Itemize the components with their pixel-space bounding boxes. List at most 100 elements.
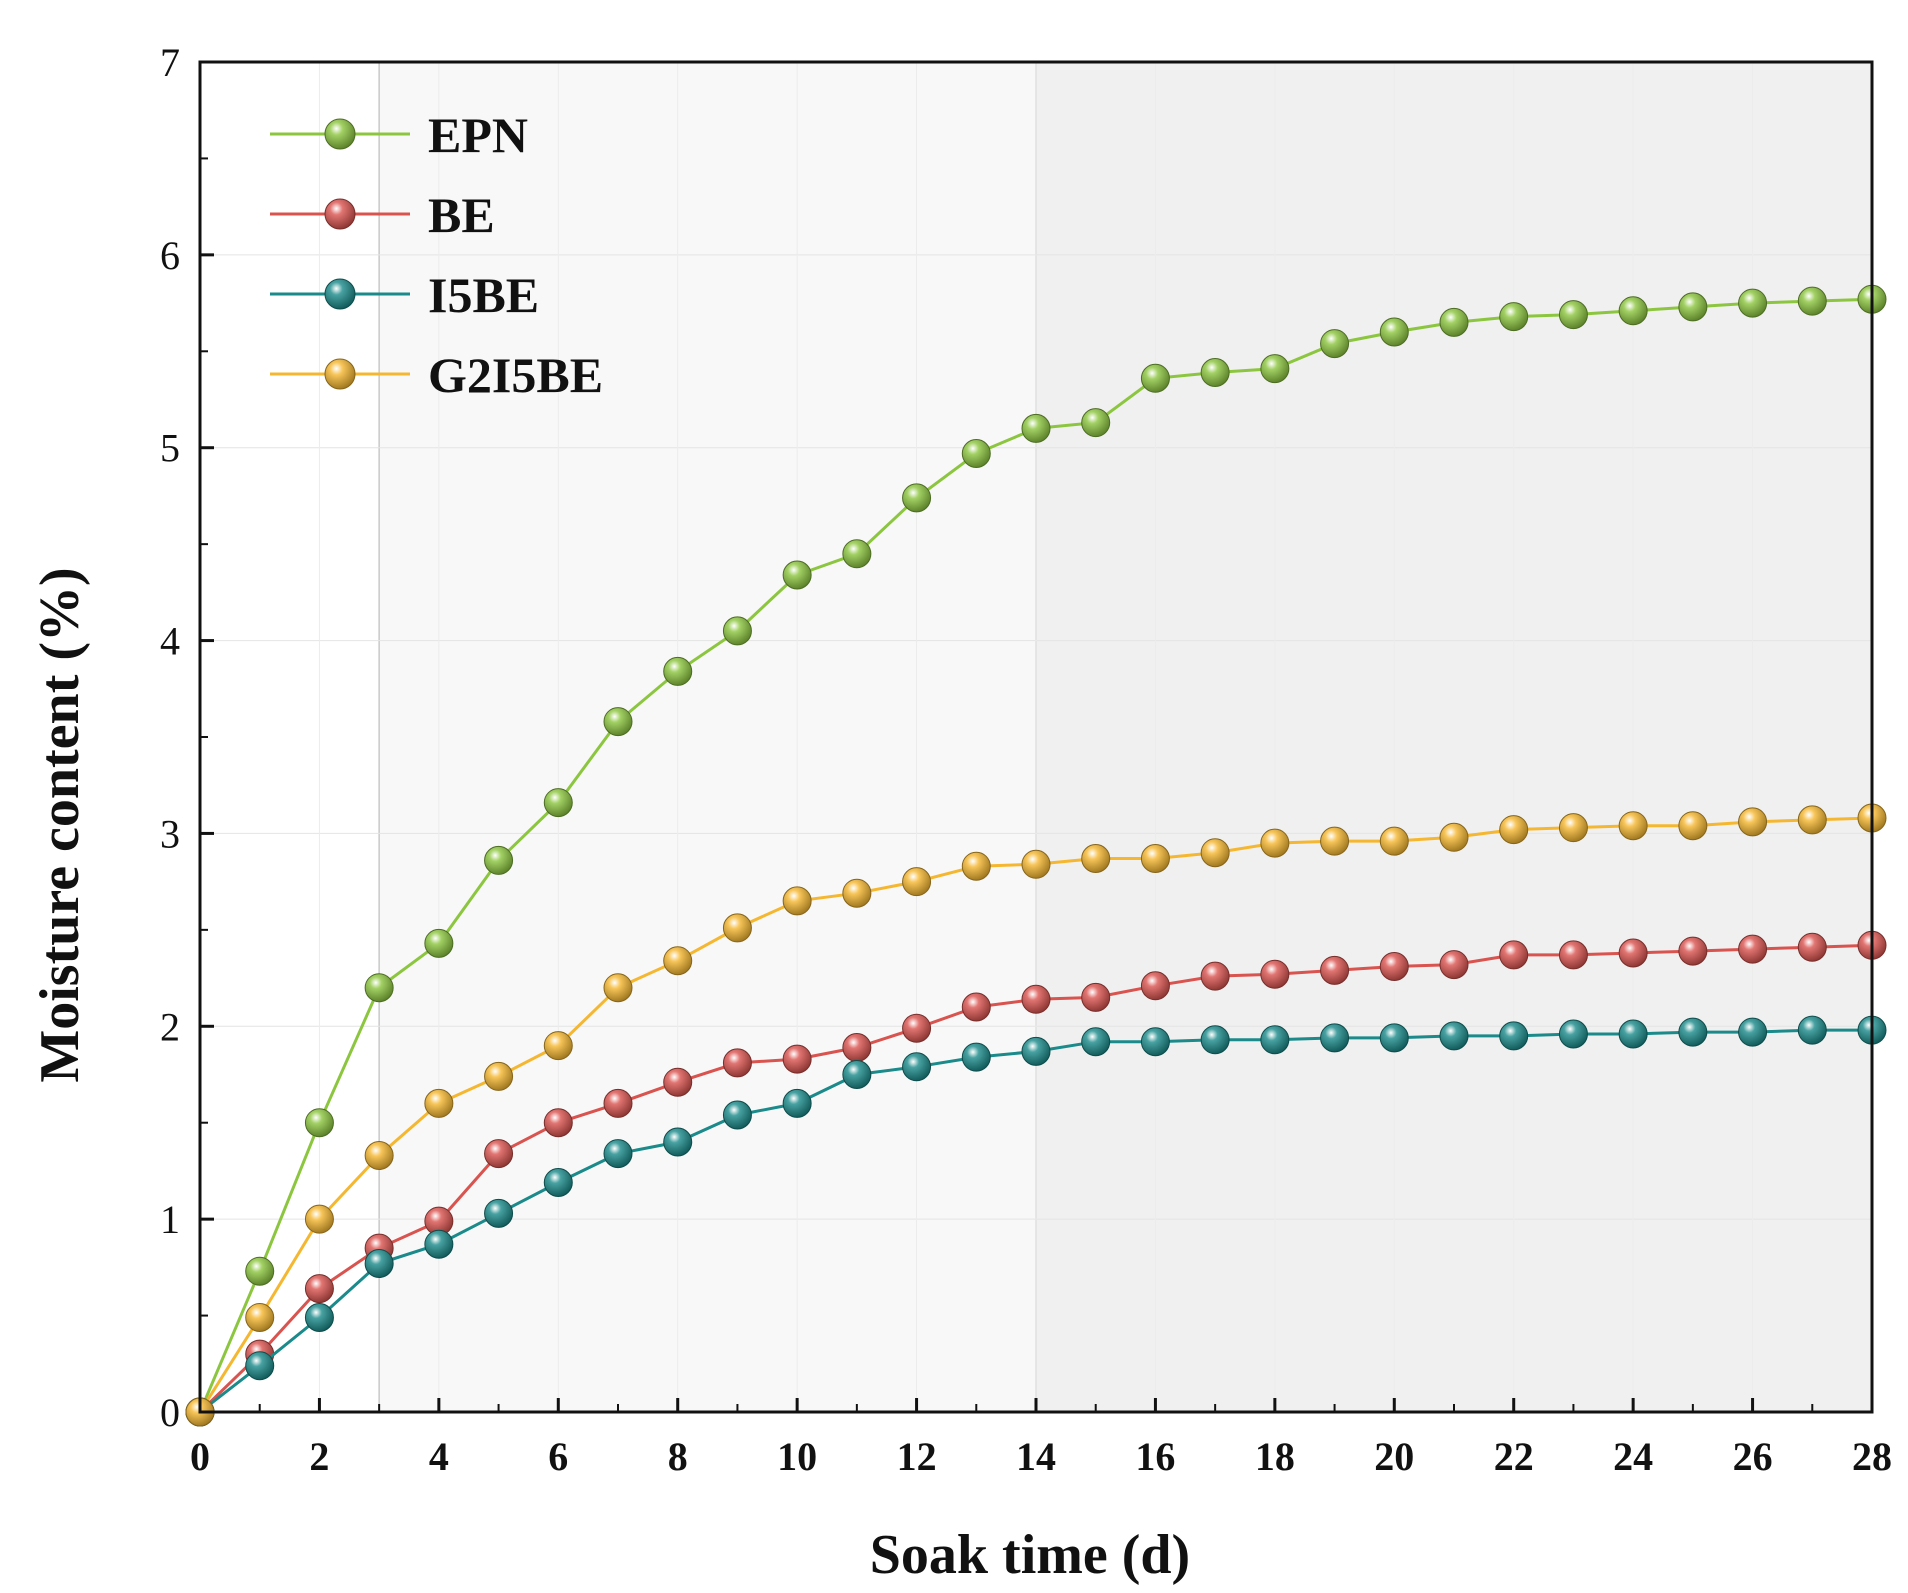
data-point — [1140, 971, 1170, 1001]
data-point — [484, 1061, 514, 1091]
data-point — [1439, 950, 1469, 980]
series-i5be — [185, 1015, 1887, 1427]
data-point — [1558, 813, 1588, 843]
legend-marker — [324, 198, 356, 230]
x-tick-label: 10 — [777, 1434, 817, 1479]
data-point — [663, 1127, 693, 1157]
data-point — [245, 1256, 275, 1286]
legend-item-be: BE — [270, 187, 495, 243]
data-point — [961, 851, 991, 881]
series-epn — [185, 284, 1887, 1427]
legend-marker — [324, 118, 356, 150]
data-point — [1260, 828, 1290, 858]
data-point — [364, 1141, 394, 1170]
data-point — [1379, 952, 1409, 981]
data-point — [1499, 302, 1529, 332]
data-point — [484, 845, 514, 875]
data-point — [1021, 984, 1051, 1014]
data-point — [902, 1013, 932, 1043]
data-point — [961, 439, 991, 468]
x-tick-label: 14 — [1016, 1434, 1056, 1479]
data-point — [1618, 938, 1648, 968]
data-point — [1379, 826, 1409, 856]
data-point — [304, 1108, 334, 1138]
data-point — [1320, 329, 1350, 359]
data-point — [603, 973, 633, 1003]
data-point — [1439, 822, 1469, 852]
data-point — [722, 913, 752, 943]
data-point — [424, 1088, 454, 1118]
data-point — [1320, 955, 1350, 985]
data-point — [1618, 296, 1648, 326]
data-point — [1200, 961, 1230, 991]
x-tick-label: 6 — [548, 1434, 568, 1479]
data-point — [1021, 1036, 1051, 1066]
data-point — [902, 867, 932, 897]
data-point — [842, 539, 872, 569]
legend-label: EPN — [428, 107, 528, 163]
data-point — [782, 1044, 812, 1074]
data-point — [1499, 815, 1529, 845]
data-point — [1081, 844, 1111, 873]
data-point — [543, 1031, 573, 1061]
legend-marker — [324, 358, 356, 390]
data-point — [1797, 805, 1827, 835]
series-g2i5be — [185, 803, 1887, 1427]
data-point — [1260, 959, 1290, 989]
data-point — [424, 1229, 454, 1259]
data-point — [245, 1303, 275, 1332]
data-point — [1021, 849, 1051, 879]
x-tick-label: 0 — [190, 1434, 210, 1479]
shaded-region — [379, 62, 1037, 1412]
x-tick-label: 28 — [1852, 1434, 1892, 1479]
data-point — [364, 973, 394, 1003]
x-tick-label: 20 — [1374, 1434, 1414, 1479]
data-point — [1499, 940, 1529, 970]
data-point — [1618, 1019, 1648, 1049]
data-point — [245, 1351, 275, 1381]
data-point — [663, 656, 693, 686]
legend-item-epn: EPN — [270, 107, 528, 163]
x-tick-label: 22 — [1494, 1434, 1534, 1479]
x-axis-title: Soak time (d) — [870, 1524, 1190, 1586]
data-point — [782, 886, 812, 916]
data-point — [1797, 1015, 1827, 1045]
x-tick-label: 2 — [309, 1434, 329, 1479]
data-point — [1200, 838, 1230, 868]
data-point — [1260, 354, 1290, 384]
data-point — [1678, 1017, 1708, 1047]
y-tick-label: 1 — [160, 1197, 180, 1242]
shaded-region — [200, 62, 380, 1412]
data-point — [782, 1088, 812, 1118]
data-point — [1499, 1021, 1529, 1051]
y-tick-label: 5 — [160, 426, 180, 471]
x-tick-label: 16 — [1135, 1434, 1175, 1479]
x-tick-label: 4 — [429, 1434, 449, 1479]
y-tick-label: 0 — [160, 1390, 180, 1435]
data-point — [1678, 936, 1708, 966]
data-point — [1678, 292, 1708, 322]
data-point — [603, 1088, 633, 1118]
legend-marker — [324, 278, 356, 310]
legend-label: BE — [428, 187, 495, 243]
data-point — [364, 1249, 394, 1278]
y-tick-label: 2 — [160, 1004, 180, 1049]
shaded-region — [1036, 62, 1872, 1412]
legend: EPN BE I5BE G2I5BE — [270, 107, 603, 403]
y-axis-title: Moisture content (%) — [29, 567, 91, 1082]
data-point — [1379, 317, 1409, 347]
data-point — [1797, 286, 1827, 316]
y-tick-label: 7 — [160, 40, 180, 85]
data-point — [603, 707, 633, 737]
data-point — [484, 1139, 514, 1169]
data-point — [1140, 363, 1170, 393]
data-point — [1439, 1021, 1469, 1051]
data-point — [1738, 807, 1768, 837]
data-point — [1738, 1017, 1768, 1047]
data-point — [424, 928, 454, 958]
x-tick-label: 24 — [1613, 1434, 1653, 1479]
legend-item-i5be: I5BE — [270, 267, 539, 323]
data-point — [1738, 288, 1768, 318]
